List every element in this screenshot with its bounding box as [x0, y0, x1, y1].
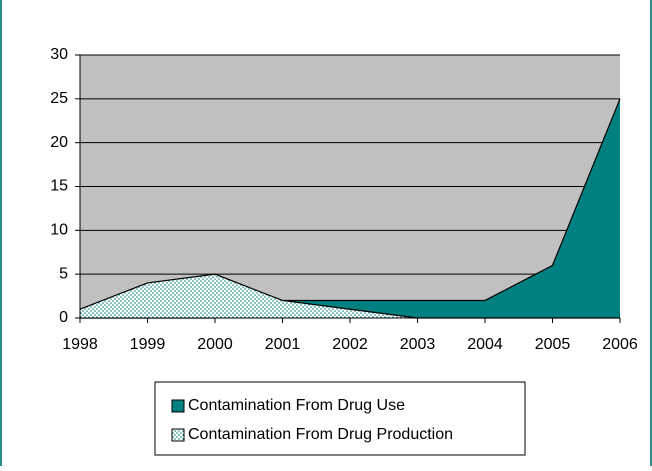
area — [80, 98, 620, 318]
y-tick-label: 30 — [50, 46, 68, 63]
legend — [154, 381, 526, 456]
y-tick-label: 15 — [50, 178, 68, 195]
x-tick-label: 2004 — [467, 336, 503, 353]
x-tick-label: 2002 — [332, 336, 368, 353]
legend-label: Contamination From Drug Production — [188, 426, 453, 443]
x-tick-label: 2006 — [602, 336, 638, 353]
x-tick-label: 1998 — [62, 336, 98, 353]
y-tick-label: 5 — [59, 265, 68, 282]
y-tick-label: 20 — [50, 134, 68, 151]
legend-label: Contamination From Drug Use — [188, 397, 405, 414]
x-tick-label: 2003 — [400, 336, 436, 353]
x-tick-label: 2000 — [197, 336, 233, 353]
x-tick-label: 2005 — [535, 336, 571, 353]
y-tick-label: 25 — [50, 90, 68, 107]
legend-swatch — [171, 428, 185, 442]
x-tick-label: 2001 — [265, 336, 301, 353]
area — [80, 274, 620, 318]
y-tick-label: 10 — [50, 222, 68, 239]
legend-swatch — [171, 399, 185, 413]
x-tick-label: 1999 — [130, 336, 166, 353]
y-tick-label: 0 — [59, 309, 68, 326]
